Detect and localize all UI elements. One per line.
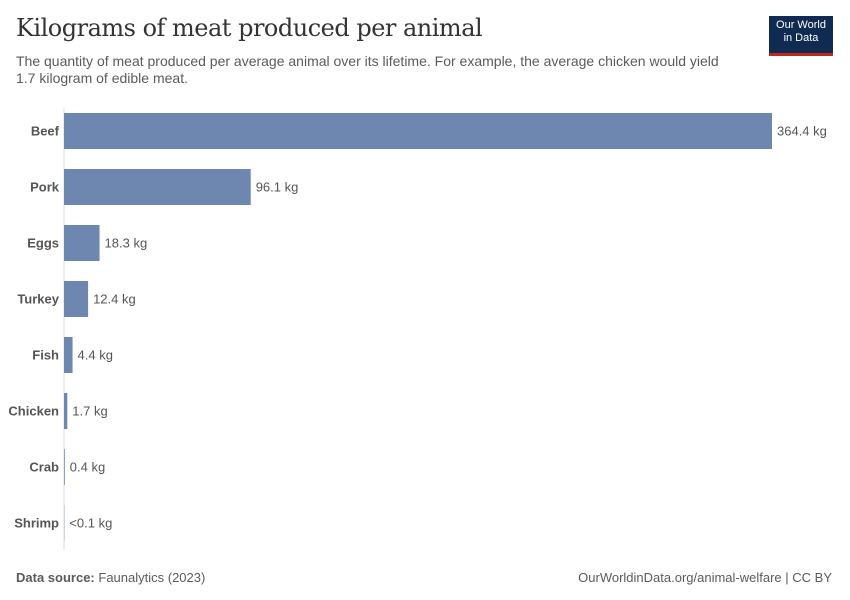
value-label: <0.1 kg: [69, 516, 112, 531]
source-label: Data source:: [16, 570, 95, 585]
value-label: 1.7 kg: [72, 404, 107, 419]
bar-beef[interactable]: [64, 113, 772, 149]
source-link[interactable]: Faunalytics (2023): [98, 570, 206, 585]
value-label: 4.4 kg: [78, 348, 113, 363]
chart-title: Kilograms of meat produced per animal: [16, 14, 483, 42]
value-label: 0.4 kg: [70, 460, 105, 475]
category-label: Shrimp: [14, 516, 59, 531]
category-label: Fish: [32, 348, 59, 363]
bar-turkey[interactable]: [64, 281, 89, 317]
bar-pork[interactable]: [64, 169, 251, 205]
value-label: 12.4 kg: [93, 292, 136, 307]
category-label: Pork: [30, 180, 60, 195]
value-label: 96.1 kg: [256, 180, 299, 195]
bar-chicken[interactable]: [64, 393, 68, 429]
category-label: Chicken: [8, 404, 59, 419]
bar-fish[interactable]: [64, 337, 73, 373]
bar-eggs[interactable]: [64, 225, 100, 261]
value-label: 364.4 kg: [777, 124, 827, 139]
owid-logo[interactable]: Our World in Data: [769, 16, 833, 56]
category-label: Beef: [31, 124, 60, 139]
bar-crab[interactable]: [64, 449, 65, 485]
logo-text-1: Our World: [776, 19, 826, 31]
data-source: Data source: Faunalytics (2023): [16, 570, 205, 585]
category-label: Turkey: [17, 292, 59, 307]
value-label: 18.3 kg: [105, 236, 148, 251]
bar-chart: Beef 364.4 kg Pork 96.1 kg Eggs 18.3 kg Turkey…: [8, 108, 827, 550]
footer-url[interactable]: OurWorldinData.org/animal-welfare | CC B…: [578, 570, 832, 585]
category-label: Crab: [29, 460, 59, 475]
logo-text-2: in Data: [783, 32, 819, 44]
category-label: Eggs: [27, 236, 59, 251]
chart-subtitle: The quantity of meat produced per averag…: [16, 53, 719, 86]
